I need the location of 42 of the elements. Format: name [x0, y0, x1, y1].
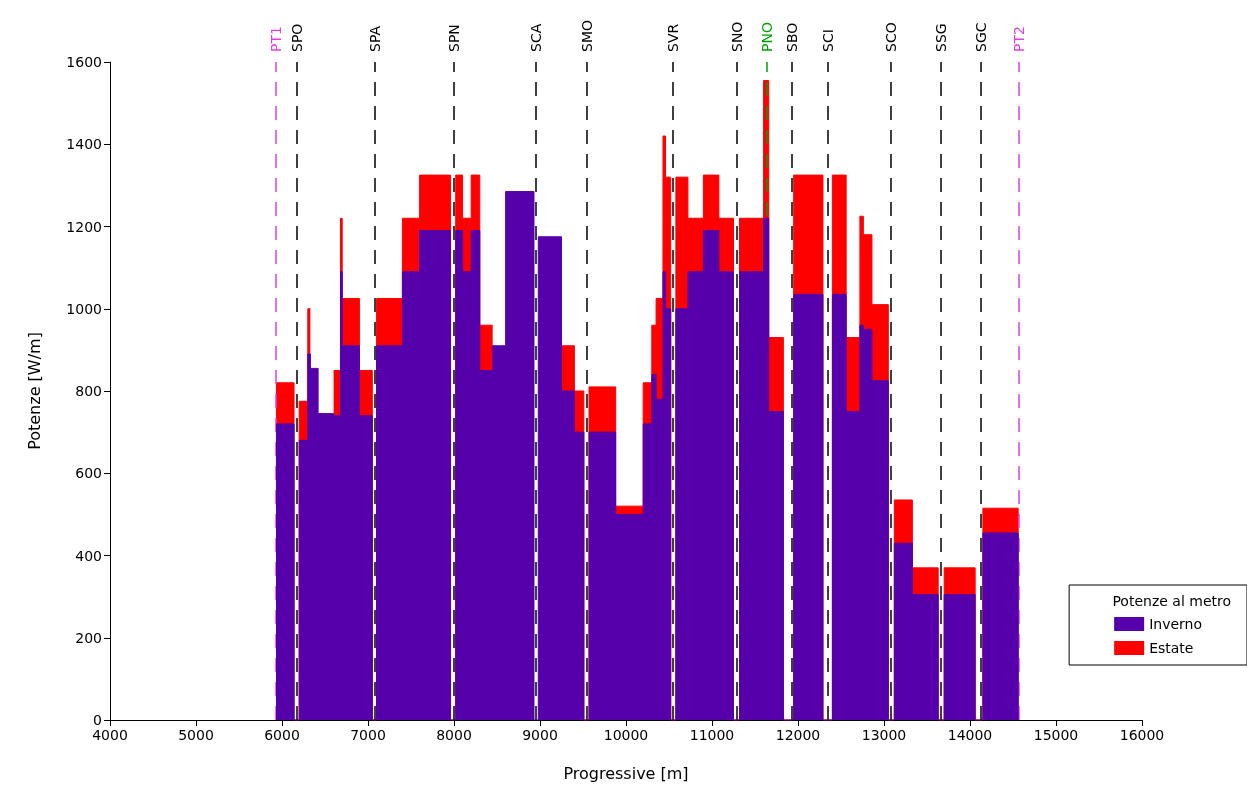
ref-line-label: SCA [528, 23, 545, 52]
ref-line-label: SCO [882, 22, 899, 52]
legend-title: Potenze al metro [1112, 593, 1232, 609]
y-axis-title: Potenze [W/m] [24, 332, 44, 450]
x-axis-title: Progressive [m] [563, 763, 689, 783]
y-tick-label: 1000 [66, 300, 102, 317]
ref-line-label: PNO [759, 22, 776, 52]
x-tick-label: 4000 [92, 727, 128, 743]
x-tick-label: 9000 [522, 727, 558, 743]
y-tick-label: 200 [75, 629, 102, 646]
x-tick-label: 8000 [436, 727, 472, 743]
ref-line-label: SPA [366, 25, 383, 52]
x-tick-label: 10000 [603, 727, 649, 743]
ref-line-label: SSG [933, 23, 950, 52]
ref-line-label: SPN [446, 24, 462, 52]
ref-line-label: SPO [289, 23, 306, 52]
ref-line-label: PT2 [1011, 26, 1028, 52]
ref-line-label: SMO [578, 20, 595, 52]
ref-line-label: SNO [728, 21, 745, 52]
x-tick-label: 14000 [947, 727, 993, 743]
x-tick-label: 13000 [861, 727, 907, 743]
legend-label: Inverno [1149, 616, 1203, 632]
ref-line-label: SGC [973, 22, 990, 52]
legend-label: Estate [1149, 640, 1194, 656]
y-tick-label: 1600 [66, 54, 102, 70]
x-tick-label: 6000 [264, 727, 300, 743]
y-tick-label: 800 [75, 383, 102, 399]
ref-line-label: SCI [820, 29, 837, 52]
ref-line-label: SVR [664, 23, 681, 52]
x-tick-label: 11000 [689, 727, 735, 743]
ref-line-label: SBO [783, 22, 800, 52]
y-tick-label: 400 [75, 547, 102, 564]
x-tick-label: 7000 [350, 727, 386, 743]
x-tick-label: 12000 [775, 727, 821, 743]
y-tick-label: 600 [75, 465, 102, 482]
y-tick-label: 0 [93, 712, 102, 728]
y-tick-label: 1400 [66, 136, 102, 153]
x-tick-label: 16000 [1119, 727, 1165, 743]
x-tick-label: 15000 [1033, 727, 1079, 743]
y-tick-label: 1200 [66, 218, 102, 235]
ref-line-label: PT1 [267, 26, 284, 52]
x-tick-label: 5000 [178, 727, 214, 743]
